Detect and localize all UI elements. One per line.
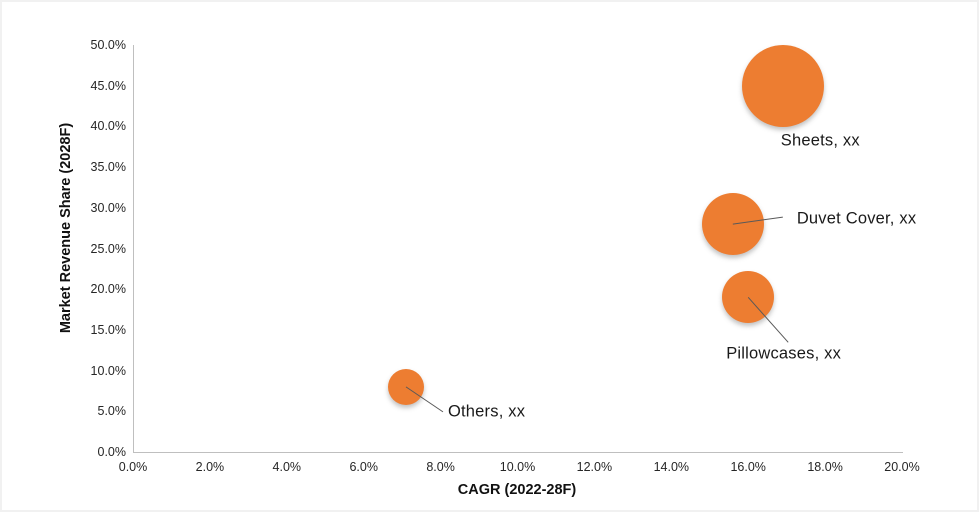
y-tick-label: 40.0%: [90, 119, 126, 134]
x-tick-label: 14.0%: [653, 460, 690, 474]
bubble-duvet-cover: [701, 193, 764, 256]
y-tick-label: 30.0%: [90, 200, 126, 215]
point-label-others: Others, xx: [447, 402, 526, 421]
y-axis-title: Market Revenue Share (2028F): [58, 122, 74, 334]
bubble-others: [387, 368, 424, 405]
y-tick-label: 45.0%: [90, 78, 126, 93]
y-tick-label: 20.0%: [90, 282, 126, 297]
y-tick-label: 15.0%: [90, 322, 126, 337]
x-tick-label: 2.0%: [195, 460, 225, 474]
y-tick-label: 25.0%: [90, 241, 126, 256]
x-tick-label: 10.0%: [499, 460, 536, 474]
x-tick-label: 18.0%: [807, 460, 843, 474]
x-tick-label: 4.0%: [272, 460, 302, 474]
x-tick-label: 20.0%: [884, 460, 920, 474]
y-tick-label: 0.0%: [97, 445, 127, 459]
x-tick-label: 16.0%: [730, 460, 766, 474]
x-tick-label: 0.0%: [118, 460, 148, 474]
point-label-sheets: Sheets, xx: [780, 131, 860, 150]
x-tick-label: 12.0%: [576, 460, 613, 474]
point-label-duvet-cover: Duvet Cover, xx: [796, 209, 917, 228]
y-tick-label: 5.0%: [97, 404, 127, 419]
y-tick-label: 35.0%: [90, 160, 126, 175]
bubble-sheets: [741, 44, 824, 127]
y-tick-label: 10.0%: [90, 363, 126, 378]
point-label-pillowcases: Pillowcases, xx: [726, 344, 842, 363]
x-tick-label: 8.0%: [426, 460, 455, 474]
plot-area: [133, 45, 903, 453]
x-tick-label: 6.0%: [349, 460, 378, 474]
y-tick-label: 50.0%: [90, 38, 126, 52]
x-axis-title: CAGR (2022-28F): [457, 482, 577, 498]
